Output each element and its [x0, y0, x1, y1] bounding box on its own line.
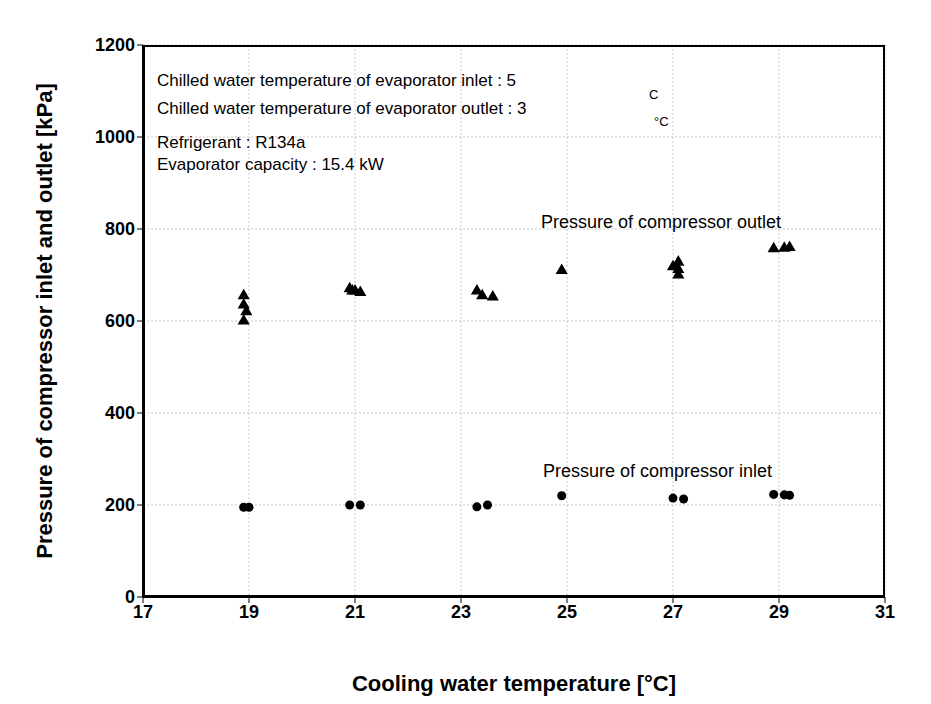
- svg-text:31: 31: [875, 602, 895, 622]
- svg-text:C: C: [649, 87, 658, 102]
- svg-text:25: 25: [557, 602, 577, 622]
- svg-text:27: 27: [663, 602, 683, 622]
- svg-text:200: 200: [105, 495, 135, 515]
- svg-text:°C: °C: [654, 114, 669, 129]
- svg-text:Refrigerant : R134a: Refrigerant : R134a: [157, 133, 306, 152]
- svg-text:0: 0: [125, 587, 135, 607]
- svg-text:Evaporator capacity : 15.4 kW: Evaporator capacity : 15.4 kW: [157, 155, 384, 174]
- svg-text:21: 21: [345, 602, 365, 622]
- svg-text:Chilled water temperature of e: Chilled water temperature of evaporator …: [157, 99, 526, 118]
- svg-text:Pressure of compressor inlet: Pressure of compressor inlet: [543, 461, 772, 481]
- svg-text:400: 400: [105, 403, 135, 423]
- svg-text:Chilled water temperature of e: Chilled water temperature of evaporator …: [157, 71, 516, 90]
- svg-text:Pressure of compressor inlet a: Pressure of compressor inlet and outlet …: [32, 83, 57, 559]
- svg-text:1200: 1200: [95, 35, 135, 55]
- svg-text:Cooling water temperature [°C]: Cooling water temperature [°C]: [352, 671, 676, 696]
- svg-text:800: 800: [105, 219, 135, 239]
- svg-text:1000: 1000: [95, 127, 135, 147]
- svg-text:23: 23: [451, 602, 471, 622]
- svg-text:17: 17: [133, 602, 153, 622]
- svg-text:600: 600: [105, 311, 135, 331]
- svg-text:Pressure of compressor outlet: Pressure of compressor outlet: [541, 212, 781, 232]
- svg-text:29: 29: [769, 602, 789, 622]
- svg-text:19: 19: [239, 602, 259, 622]
